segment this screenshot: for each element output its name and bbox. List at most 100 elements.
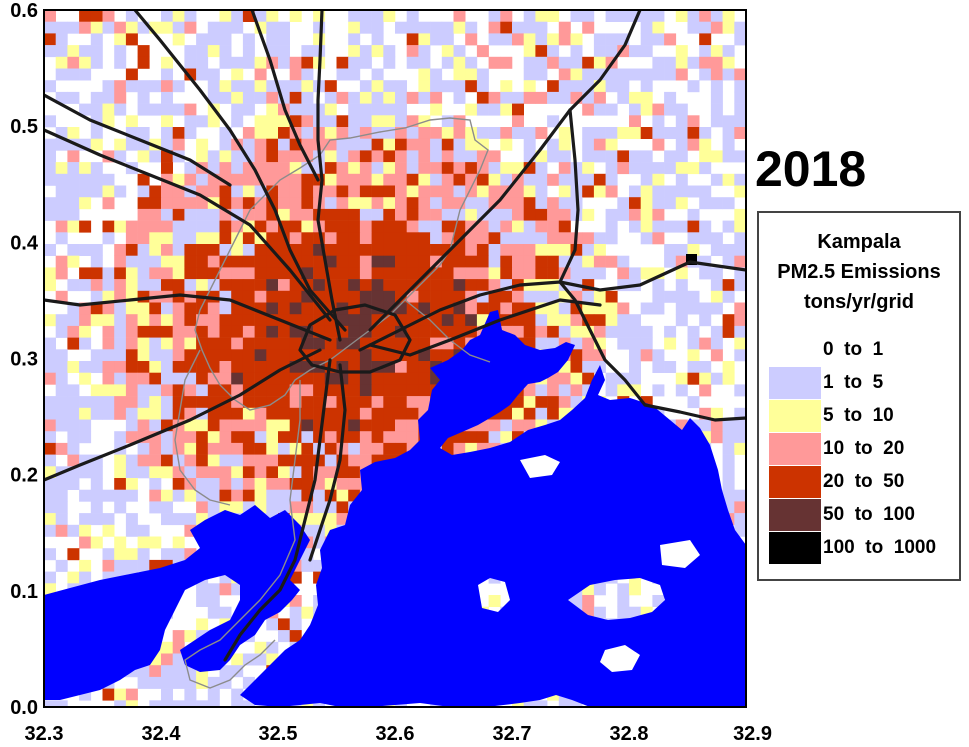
grid-cell	[558, 80, 571, 93]
grid-cell	[114, 279, 127, 292]
grid-cell	[629, 337, 641, 350]
grid-cell	[79, 279, 92, 292]
grid-cell	[242, 255, 255, 268]
grid-cell	[55, 33, 68, 46]
grid-cell	[196, 220, 209, 233]
grid-cell	[336, 489, 349, 502]
grid-cell	[172, 173, 185, 186]
grid-cell	[476, 220, 489, 233]
grid-cell	[406, 384, 419, 397]
grid-cell	[488, 267, 501, 280]
grid-cell	[535, 325, 548, 338]
grid-cell	[114, 220, 127, 233]
grid-cell	[395, 442, 407, 455]
grid-cell	[371, 279, 384, 292]
grid-cell	[640, 91, 653, 104]
grid-cell	[184, 10, 197, 22]
grid-cell	[67, 442, 80, 455]
grid-cell	[629, 208, 641, 221]
grid-cell	[79, 185, 92, 198]
grid-cell	[441, 162, 454, 175]
city-boundary	[194, 117, 489, 411]
grid-cell	[137, 337, 150, 350]
grid-cell	[242, 325, 255, 338]
grid-cell	[582, 21, 595, 34]
grid-cell	[734, 220, 746, 233]
grid-cell	[722, 220, 735, 233]
grid-cell	[348, 290, 361, 303]
grid-cell	[231, 10, 244, 22]
grid-cell	[453, 267, 466, 280]
grid-cell	[254, 279, 267, 292]
grid-cell	[371, 407, 384, 420]
grid-cell	[734, 325, 746, 338]
grid-cell	[44, 138, 56, 151]
grid-cell	[582, 208, 595, 221]
grid-cell	[512, 267, 524, 280]
grid-cell	[640, 33, 653, 46]
grid-cell	[640, 337, 653, 350]
grid-cell	[441, 185, 454, 198]
grid-cell	[67, 571, 80, 584]
grid-cell	[383, 431, 396, 444]
grid-cell	[547, 337, 560, 350]
grid-cell	[476, 80, 489, 93]
grid-cell	[44, 162, 56, 175]
grid-cell	[161, 407, 173, 420]
grid-cell	[371, 208, 384, 221]
grid-cell	[406, 302, 419, 315]
grid-cell	[184, 279, 197, 292]
grid-cell	[231, 103, 244, 116]
grid-cell	[418, 91, 431, 104]
grid-cell	[231, 466, 244, 479]
grid-cell	[79, 267, 92, 280]
grid-cell	[114, 536, 127, 549]
grid-cell	[558, 232, 571, 245]
grid-cell	[629, 606, 641, 619]
grid-cell	[722, 454, 735, 467]
grid-cell	[196, 501, 209, 514]
grid-cell	[44, 21, 56, 34]
grid-cell	[476, 185, 489, 198]
grid-cell	[617, 325, 630, 338]
grid-cell	[149, 255, 162, 268]
grid-cell	[722, 466, 735, 479]
grid-cell	[722, 442, 735, 455]
grid-cell	[710, 103, 723, 116]
grid-cell	[418, 21, 431, 34]
grid-cell	[710, 21, 723, 34]
grid-cell	[137, 173, 150, 186]
grid-cell	[125, 466, 138, 479]
grid-cell	[161, 653, 173, 666]
x-tick-label: 32.4	[142, 723, 182, 745]
grid-cell	[44, 349, 56, 362]
grid-cell	[102, 290, 115, 303]
grid-cell	[570, 384, 583, 397]
grid-cell	[570, 68, 583, 81]
boundary-west	[174, 349, 231, 506]
grid-cell	[395, 185, 407, 198]
grid-cell	[430, 150, 443, 163]
grid-cell	[324, 220, 337, 233]
grid-cell	[79, 396, 92, 409]
grid-cell	[746, 700, 758, 712]
legend-swatch	[769, 399, 821, 432]
grid-cell	[219, 302, 232, 315]
grid-cell	[348, 21, 361, 34]
grid-cell	[512, 91, 524, 104]
grid-cell	[219, 21, 232, 34]
grid-cell	[640, 220, 653, 233]
grid-cell	[722, 325, 735, 338]
grid-cell	[161, 267, 173, 280]
grid-cell	[172, 103, 185, 116]
grid-cell	[102, 349, 115, 362]
grid-cell	[652, 56, 665, 69]
grid-cell	[242, 232, 255, 245]
grid-cell	[535, 68, 548, 81]
grid-cell	[406, 419, 419, 432]
grid-cell	[359, 314, 372, 327]
grid-cell	[149, 501, 162, 514]
grid-cell	[383, 442, 396, 455]
grid-cell	[219, 431, 232, 444]
grid-cell	[359, 431, 372, 444]
